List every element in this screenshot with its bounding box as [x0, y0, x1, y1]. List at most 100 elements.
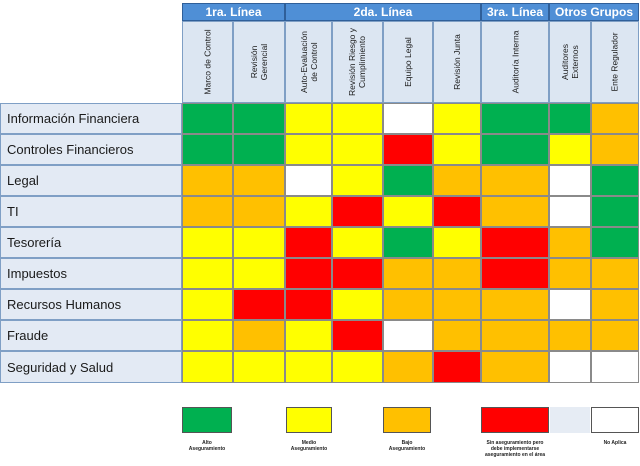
matrix-cell: [233, 196, 285, 227]
column-header-marco-de-control: Marco de Control: [182, 21, 233, 103]
matrix-cell: [383, 351, 433, 383]
matrix-cell: [383, 165, 433, 196]
row-header-impuestos: Impuestos: [0, 258, 182, 289]
matrix-cell: [182, 165, 233, 196]
column-header-label: Revisión Gerencial: [248, 43, 269, 81]
matrix-cell: [433, 165, 481, 196]
matrix-cell: [285, 289, 332, 320]
matrix-cell: [285, 258, 332, 289]
column-header-ente-regulador: Ente Regulador: [591, 21, 639, 103]
row-header-controles-financieros: Controles Financieros: [0, 134, 182, 165]
legend-swatch-green: [182, 407, 232, 433]
column-header-auditores-externos: Auditores Externos: [549, 21, 591, 103]
column-header-revision-riesgo-y-cumplimiento: Revisión Riesgo y Cumplimiento: [332, 21, 383, 103]
matrix-cell: [182, 320, 233, 351]
matrix-cell: [433, 134, 481, 165]
matrix-cell: [549, 351, 591, 383]
matrix-cell: [285, 134, 332, 165]
matrix-cell: [383, 196, 433, 227]
matrix-cell: [182, 227, 233, 258]
column-header-label: Marco de Control: [202, 29, 213, 95]
matrix-cell: [285, 196, 332, 227]
matrix-cell: [481, 289, 549, 320]
matrix-cell: [481, 258, 549, 289]
matrix-cell: [332, 258, 383, 289]
row-header-seguridad-y-salud: Seguridad y Salud: [0, 351, 182, 383]
row-header-fraude: Fraude: [0, 320, 182, 351]
legend-label: Alto Aseguramiento: [188, 440, 226, 452]
matrix-cell: [591, 196, 639, 227]
matrix-cell: [433, 196, 481, 227]
matrix-cell: [433, 258, 481, 289]
column-header-label: Auditoría Interna: [509, 30, 520, 94]
matrix-cell: [182, 103, 233, 134]
group-header-1ra-linea: 1ra. Línea: [182, 3, 285, 21]
matrix-cell: [285, 320, 332, 351]
matrix-cell: [332, 134, 383, 165]
matrix-cell: [182, 289, 233, 320]
matrix-cell: [591, 320, 639, 351]
matrix-cell: [591, 351, 639, 383]
column-header-label: Auto-Evaluación de Control: [298, 31, 319, 93]
matrix-cell: [481, 196, 549, 227]
column-header-label: Revisión Riesgo y Cumplimiento: [347, 27, 368, 97]
matrix-cell: [433, 351, 481, 383]
legend-swatch-orange: [383, 407, 431, 433]
row-header-informacion-financiera: Información Financiera: [0, 103, 182, 134]
legend-swatch-yellow: [286, 407, 332, 433]
column-header-auditoria-interna: Auditoría Interna: [481, 21, 549, 103]
matrix-cell: [549, 258, 591, 289]
matrix-cell: [481, 351, 549, 383]
matrix-cell: [182, 196, 233, 227]
matrix-cell: [383, 103, 433, 134]
column-header-revision-gerencial: Revisión Gerencial: [233, 21, 285, 103]
column-header-label: Equipo Legal: [403, 37, 414, 87]
matrix-cell: [383, 134, 433, 165]
matrix-cell: [481, 134, 549, 165]
matrix-cell: [233, 289, 285, 320]
matrix-cell: [233, 351, 285, 383]
matrix-cell: [182, 134, 233, 165]
group-header-3ra-linea: 3ra. Línea: [481, 3, 549, 21]
group-header-2da-linea: 2da. Línea: [285, 3, 481, 21]
matrix-cell: [591, 134, 639, 165]
column-header-equipo-legal: Equipo Legal: [383, 21, 433, 103]
matrix-cell: [285, 103, 332, 134]
column-header-label: Ente Regulador: [610, 32, 621, 92]
matrix-cell: [233, 134, 285, 165]
matrix-cell: [332, 351, 383, 383]
matrix-cell: [332, 227, 383, 258]
group-header-otros-grupos: Otros Grupos: [549, 3, 639, 21]
matrix-cell: [433, 227, 481, 258]
matrix-cell: [285, 165, 332, 196]
matrix-cell: [481, 165, 549, 196]
legend-label: Sin aseguramiento pero debe implementarse…: [484, 440, 546, 458]
column-header-revision-junta: Revisión Junta: [433, 21, 481, 103]
matrix-cell: [549, 196, 591, 227]
column-header-label: Revisión Junta: [452, 34, 463, 90]
matrix-cell: [481, 103, 549, 134]
legend-label: Medio Aseguramiento: [290, 440, 328, 452]
matrix-cell: [233, 227, 285, 258]
matrix-cell: [549, 103, 591, 134]
matrix-cell: [332, 289, 383, 320]
matrix-cell: [591, 258, 639, 289]
legend-swatch-red: [481, 407, 549, 433]
legend-label: Bajo Aseguramiento: [388, 440, 426, 452]
matrix-cell: [481, 227, 549, 258]
matrix-cell: [549, 165, 591, 196]
matrix-cell: [332, 320, 383, 351]
matrix-cell: [383, 227, 433, 258]
matrix-cell: [233, 165, 285, 196]
row-header-recursos-humanos: Recursos Humanos: [0, 289, 182, 320]
matrix-cell: [549, 320, 591, 351]
row-header-ti: TI: [0, 196, 182, 227]
legend-swatch-white: [591, 407, 639, 433]
matrix-cell: [332, 196, 383, 227]
matrix-cell: [591, 227, 639, 258]
matrix-cell: [383, 320, 433, 351]
matrix-cell: [549, 134, 591, 165]
matrix-cell: [233, 320, 285, 351]
matrix-cell: [591, 103, 639, 134]
column-header-auto-evaluacion-de-control: Auto-Evaluación de Control: [285, 21, 332, 103]
